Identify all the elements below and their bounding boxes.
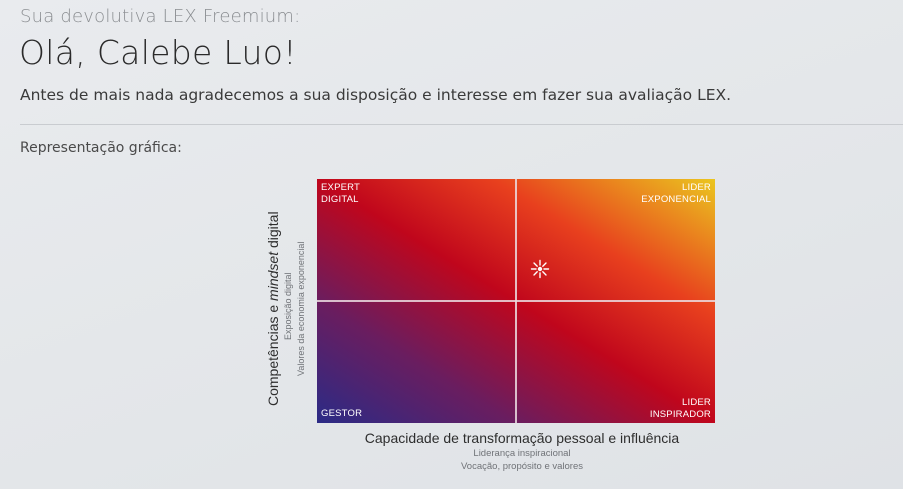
sparkle-marker-icon xyxy=(530,260,550,279)
quadrant-matrix: EXPERT DIGITAL LIDER EXPONENCIAL GESTOR … xyxy=(317,179,715,423)
section-label: Representação gráfica: xyxy=(20,140,182,156)
y-axis-sub-2: Valores da economia exponencial xyxy=(296,241,306,376)
x-axis-sub-1: Liderança inspiracional xyxy=(473,448,571,459)
x-axis-sub-2: Vocação, propósito e valores xyxy=(461,461,583,472)
page-title: Olá, Calebe Luo! xyxy=(19,33,297,72)
y-axis-sub-1: Exposição digital xyxy=(283,272,293,340)
x-axis-title: Capacidade de transformação pessoal e in… xyxy=(364,430,680,446)
eyebrow-label: Sua devolutiva LEX Freemium: xyxy=(20,6,301,27)
quadrant-label-gestor: GESTOR xyxy=(321,408,363,419)
quadrant-label-lider-inspirador: LIDER INSPIRADOR xyxy=(649,397,711,420)
y-axis: Competências e mindset digital Exposição… xyxy=(263,180,315,424)
horizontal-divider xyxy=(317,300,715,302)
quadrant-label-lider-exponencial: LIDER EXPONENCIAL xyxy=(641,182,711,205)
y-axis-title: Competências e mindset digital xyxy=(265,211,281,406)
quadrant-label-expert-digital: EXPERT DIGITAL xyxy=(321,182,361,205)
divider xyxy=(20,124,903,125)
intro-text: Antes de mais nada agradecemos a sua dis… xyxy=(20,86,732,104)
